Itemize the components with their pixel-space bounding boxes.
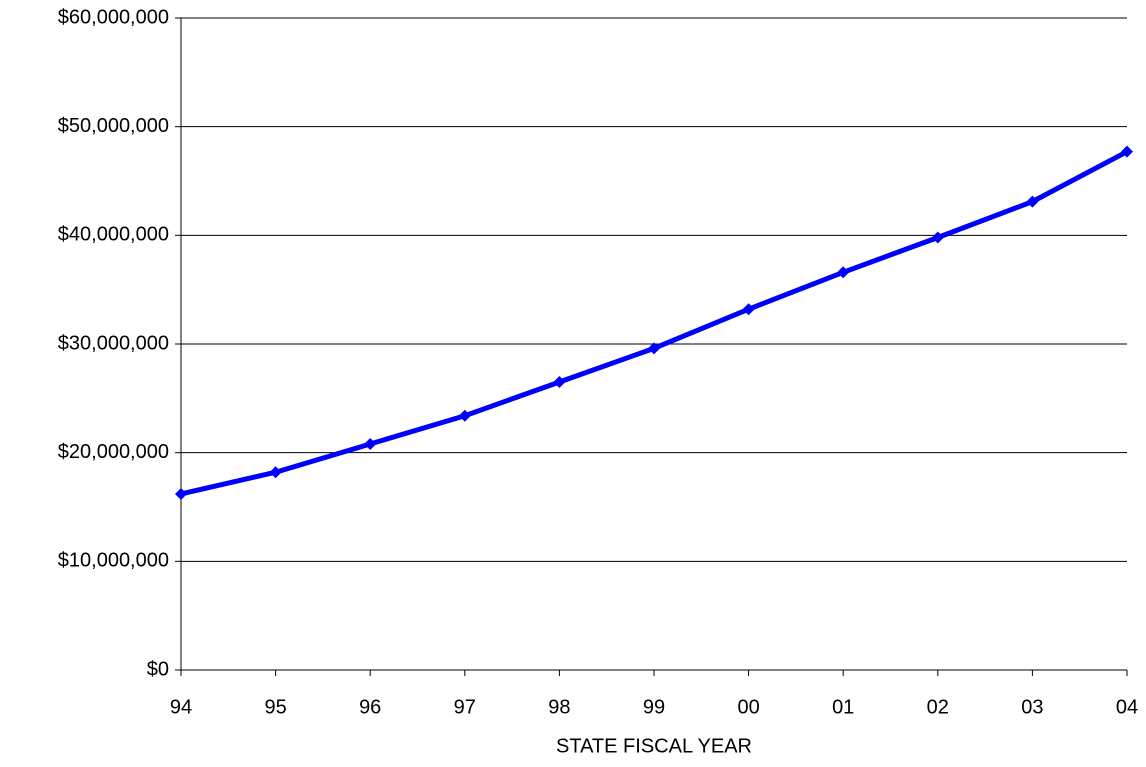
y-tick-label: $50,000,000 xyxy=(58,115,169,137)
x-tick-label: 04 xyxy=(1116,696,1138,718)
data-point xyxy=(553,376,566,389)
data-point xyxy=(1121,145,1133,158)
y-tick-label: $0 xyxy=(147,658,169,680)
x-tick-label: 00 xyxy=(737,696,759,718)
x-tick-label: 99 xyxy=(643,696,665,718)
data-point xyxy=(175,487,187,500)
x-axis-label: STATE FISCAL YEAR xyxy=(556,735,752,757)
x-tick-label: 94 xyxy=(170,696,192,718)
data-point xyxy=(648,342,660,355)
y-tick-label: $60,000,000 xyxy=(58,6,169,28)
data-point xyxy=(364,437,377,450)
data-point xyxy=(931,231,944,244)
x-tick-label: 98 xyxy=(548,696,570,718)
data-point xyxy=(269,466,282,479)
data-point xyxy=(837,266,850,279)
x-tick-label: 96 xyxy=(359,696,381,718)
y-tick-label: $30,000,000 xyxy=(58,332,169,354)
x-tick-label: 03 xyxy=(1021,696,1043,718)
x-tick-label: 01 xyxy=(832,696,854,718)
x-tick-label: 97 xyxy=(454,696,476,718)
data-point xyxy=(742,303,755,316)
y-tick-label: $20,000,000 xyxy=(58,441,169,463)
y-tick-label: $40,000,000 xyxy=(58,224,169,246)
data-point xyxy=(1026,195,1039,208)
data-point xyxy=(458,409,471,422)
x-tick-label: 02 xyxy=(927,696,949,718)
series-line xyxy=(180,149,1129,497)
y-tick-label: $10,000,000 xyxy=(58,550,169,572)
x-tick-label: 95 xyxy=(264,696,286,718)
